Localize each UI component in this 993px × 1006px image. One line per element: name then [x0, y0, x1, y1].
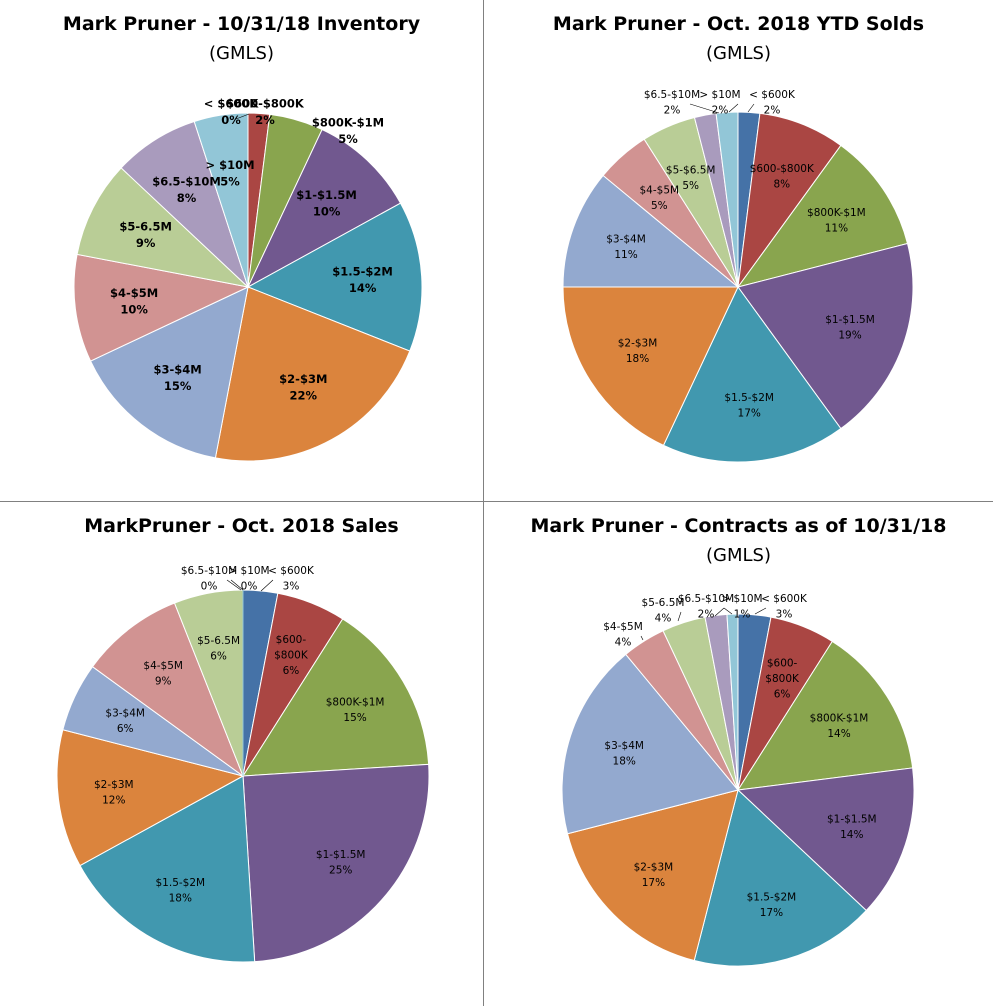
data-label-3-4m: $3-$4M 15%	[153, 362, 201, 393]
pie-slice-10m	[715, 111, 739, 288]
pie-slice-4-5m	[91, 602, 245, 778]
pie-slice-1-5-2m	[79, 775, 256, 963]
data-label-1-1-5m: $1-$1.5M 25%	[316, 849, 366, 877]
data-label-800k-1m: $800K-$1M 5%	[312, 116, 384, 147]
pie-slice-3-4m	[562, 174, 740, 288]
data-label-1-1-5m: $1-$1.5M 14%	[827, 814, 877, 842]
pie-slice-2-3m	[56, 729, 245, 867]
data-label-2-3m: $2-$3M 17%	[634, 861, 674, 889]
data-label-3-4m: $3-$4M 18%	[604, 740, 644, 768]
data-label-600k: < $600K 2%	[749, 89, 796, 117]
data-label-2-3m: $2-$3M 22%	[279, 372, 327, 403]
data-label-3-4m: $3-$4M 11%	[606, 233, 646, 261]
chart-title: Mark Pruner - Oct. 2018 YTD Solds	[552, 13, 925, 35]
data-label-1-1-5m: $1-$1.5M 19%	[825, 314, 875, 342]
pie-chart-inventory: < $600K 0%$600-$800K 2% $800K-$1M 5% $1-$1.5M…	[73, 97, 423, 462]
data-label-1-5-2m: $1.5-$2M 14%	[332, 264, 393, 295]
data-label-600-800k: $600-$800K 6%	[765, 658, 800, 701]
vertical-divider	[483, 0, 484, 1006]
data-label-10m: > $10M 2%	[699, 89, 740, 117]
data-label-10m: > $10M 5%	[205, 158, 254, 189]
pie-slice-1-1-5m	[736, 767, 915, 912]
pie-slice-2-3m	[214, 286, 411, 462]
pie-slice-1-1-5m	[246, 128, 402, 289]
data-label-5-6-5m: $5-6.5M 9%	[119, 219, 172, 250]
leader-line	[689, 103, 720, 114]
pie-slice-4-5m	[73, 253, 250, 362]
leader-line	[677, 611, 682, 622]
leader-line	[226, 579, 242, 591]
data-label-4-5m: $4-$5M 4%	[603, 621, 643, 649]
pie-slice-3-4m	[89, 286, 249, 459]
data-label-5-6-5m: $5-6.5M 6%	[197, 635, 240, 663]
data-label-2-3m: $2-$3M 12%	[94, 779, 134, 807]
leader-line	[754, 607, 767, 615]
chart-ytd-solds: Mark Pruner - Oct. 2018 YTD Solds (GMLS)…	[484, 0, 993, 501]
leader-line	[723, 607, 733, 615]
pie-chart-oct-sales: < $600K 3% $600-$800K 6% $800K-$1M 15% $1-$1.5…	[56, 565, 430, 963]
data-label-5-6-5m: $5-6.5M 4%	[642, 597, 685, 625]
pie-slice-1-5-2m	[246, 202, 423, 352]
data-label-1-1-5m: $1-$1.5M 10%	[296, 188, 357, 219]
leader-line	[714, 607, 725, 617]
data-label-10m: > $10M 1%	[721, 593, 762, 621]
leader-line	[728, 103, 739, 113]
data-label-800k-1m: $800K-$1M 15%	[326, 697, 385, 725]
pie-slice-2-3m	[566, 789, 739, 962]
data-label-10m: > $10M 0%	[228, 565, 269, 593]
pie-slice-10m	[193, 112, 249, 288]
pie-slice-800k-1m	[736, 144, 909, 288]
data-label-2-3m: $2-$3M 18%	[618, 338, 658, 366]
data-label-600k: < $600K 0%	[204, 97, 260, 128]
data-label-600-800k: $600-$800K 2%	[226, 97, 305, 128]
pie-slice-1-5-2m	[693, 789, 868, 967]
data-label-1-5-2m: $1.5-$2M 18%	[156, 877, 206, 905]
pie-slice-1-5-2m	[662, 286, 842, 463]
data-label-4-5m: $4-$5M 5%	[640, 185, 680, 213]
chart-contracts: Mark Pruner - Contracts as of 10/31/18 (…	[484, 502, 993, 1006]
data-label-3-4m: $3-$4M 6%	[105, 707, 145, 735]
leader-line	[230, 579, 244, 591]
chart-inventory: Mark Pruner - 10/31/18 Inventory (GMLS) …	[0, 0, 483, 501]
data-label-600k: < $600K 3%	[268, 565, 315, 593]
chart-title: MarkPruner - Oct. 2018 Sales	[84, 515, 399, 537]
pie-slice-10m	[726, 613, 739, 791]
data-label-5-6-5m: $5-$6.5M 5%	[666, 165, 716, 193]
horizontal-divider	[0, 501, 993, 502]
data-label-600k: < $600K 3%	[761, 593, 808, 621]
chart-subtitle: (GMLS)	[706, 43, 771, 64]
data-label-4-5m: $4-$5M 9%	[143, 660, 183, 688]
chart-subtitle: (GMLS)	[209, 43, 274, 64]
data-label-4-5m: $4-$5M 10%	[110, 286, 158, 317]
pie-chart-contracts: < $600K 3% $600-$800K 6% $800K-$1M 14% $1-$1.5…	[561, 593, 915, 967]
chart-title: Mark Pruner - 10/31/18 Inventory	[62, 13, 421, 35]
leader-line	[640, 635, 644, 641]
data-label-600-800k: $600-$800K 8%	[750, 163, 815, 191]
pie-slice-5-6-5m	[76, 167, 250, 288]
chart-oct-sales: MarkPruner - Oct. 2018 Sales < $600K 3% $6…	[0, 502, 483, 1006]
pie-slice-2-3m	[562, 286, 739, 447]
leader-line	[260, 579, 274, 592]
pie-slice-1-1-5m	[242, 763, 430, 963]
chart-subtitle: (GMLS)	[706, 545, 771, 566]
chart-title: Mark Pruner - Contracts as of 10/31/18	[530, 515, 947, 537]
pie-slice-1-1-5m	[737, 242, 914, 430]
data-label-6-5-10m: $6.5-$10M 0%	[181, 565, 237, 593]
data-label-6-5-10m: $6.5-$10M 2%	[678, 593, 734, 621]
data-label-800k-1m: $800K-$1M 11%	[807, 207, 866, 235]
leader-line	[235, 113, 250, 120]
pie-slice-800k-1m	[737, 640, 914, 791]
data-label-1-5-2m: $1.5-$2M 17%	[724, 392, 774, 420]
leader-line	[747, 103, 755, 113]
pie-chart-ytd-solds: < $600K 2% $600-$800K 8% $800K-$1M 11% $1-$1.5…	[562, 89, 914, 463]
data-label-600-800k: $600-$800K 6%	[274, 634, 309, 677]
pie-slice-3-4m	[561, 653, 739, 835]
data-label-6-5-10m: $6.5-$10M 2%	[644, 89, 700, 117]
data-label-6-5-10m: $6.5-$10M 8%	[152, 175, 221, 206]
data-label-800k-1m: $800K-$1M 14%	[810, 713, 869, 741]
pie-slice-800k-1m	[242, 618, 430, 777]
data-label-1-5-2m: $1.5-$2M 17%	[747, 892, 797, 920]
